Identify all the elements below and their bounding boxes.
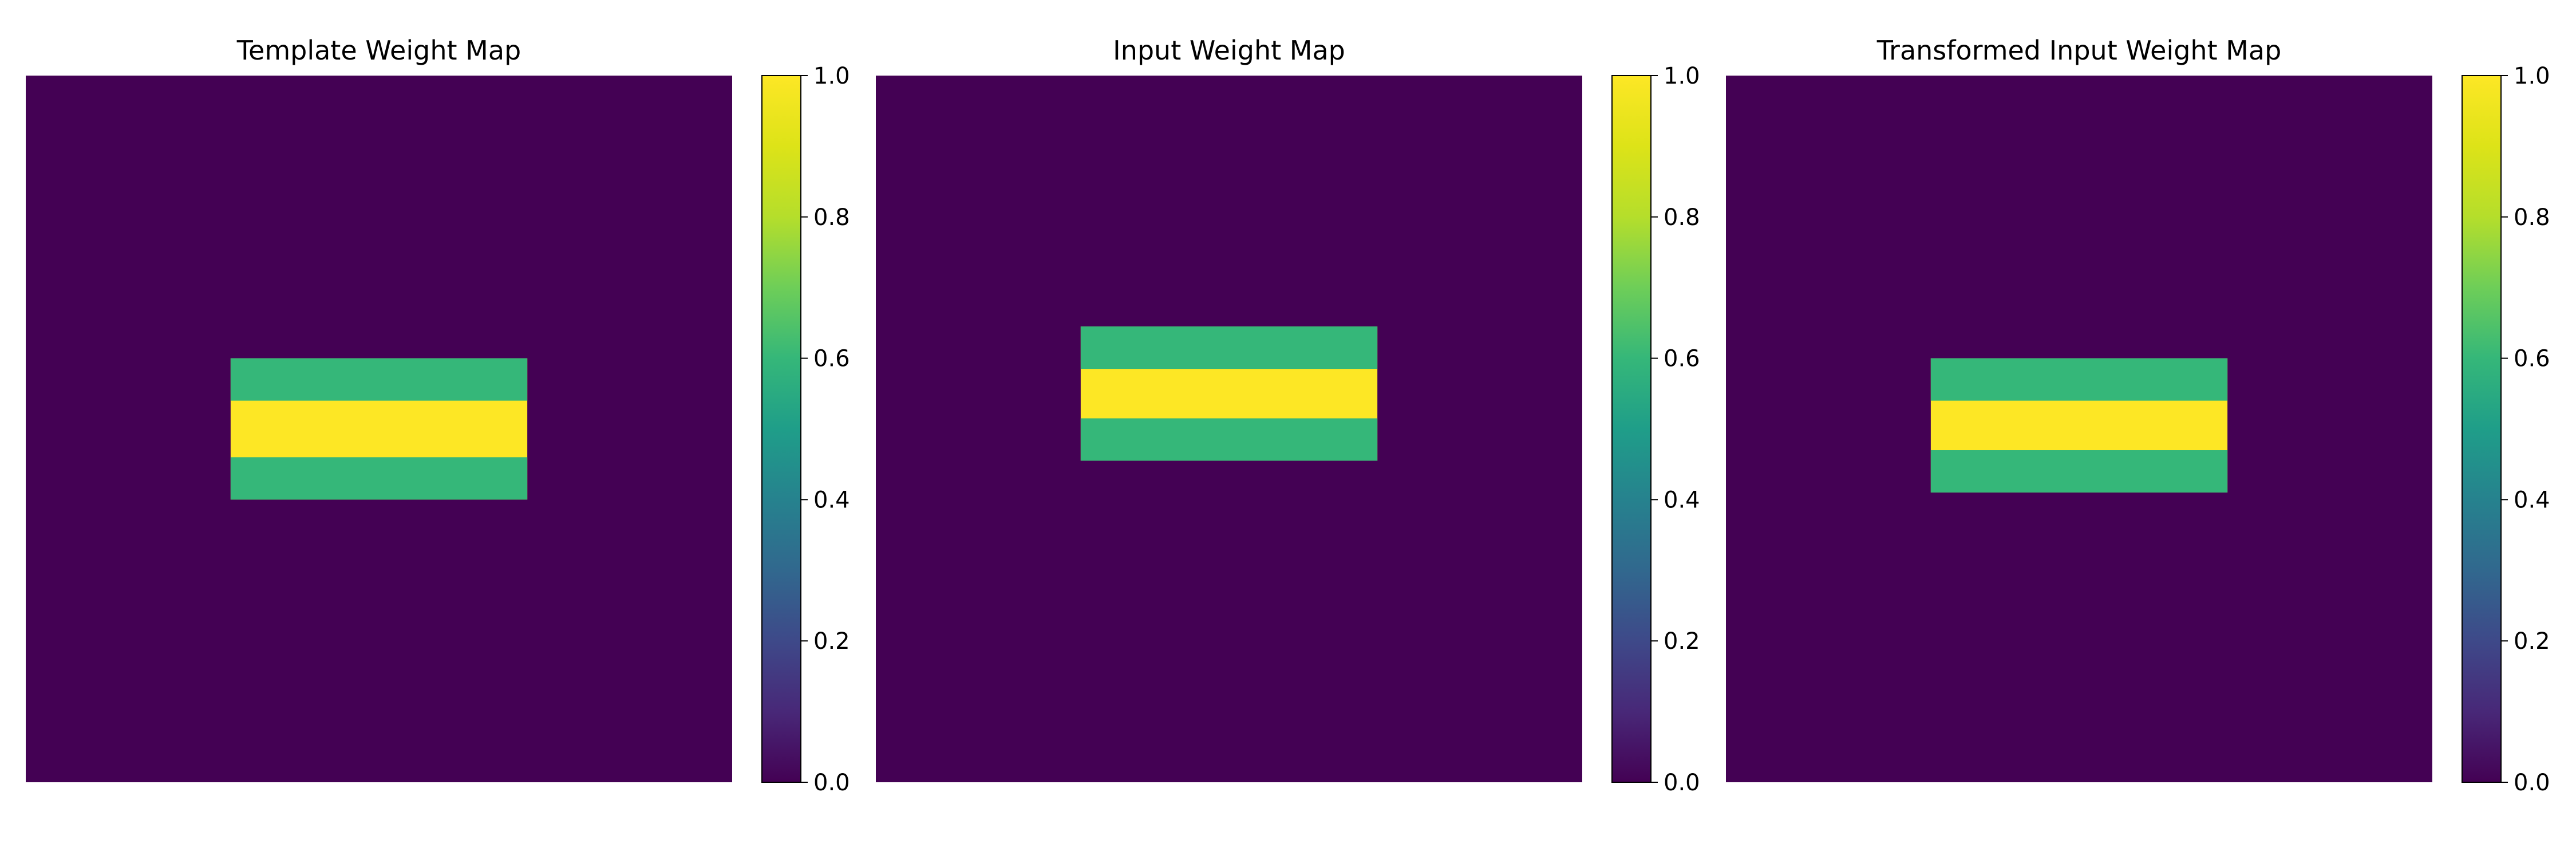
colorbar-tick-label: 0.6 xyxy=(1664,346,1700,372)
heatmap-region-3 xyxy=(1080,418,1378,461)
colorbar-tick-label: 0.0 xyxy=(813,770,850,796)
panel-title: Template Weight Map xyxy=(236,35,521,66)
colorbar-tick-label: 0.2 xyxy=(2514,628,2550,655)
colorbar-tick-label: 0.8 xyxy=(813,204,850,231)
colorbar-tick-label: 0.2 xyxy=(813,628,850,655)
colorbar-tick-label: 0.0 xyxy=(1664,770,1700,796)
colorbar-tick-label: 0.8 xyxy=(1664,204,1700,231)
panel-2: Input Weight Map 0.0 0.2 0.4 0.6 0.8 1.0 xyxy=(876,35,1700,796)
colorbar-tick-label: 1.0 xyxy=(1664,63,1700,89)
colorbar xyxy=(2462,75,2502,783)
panel-1: Template Weight Map 0.0 0.2 0.4 0.6 0.8 1.0 xyxy=(26,35,850,796)
heatmap-region-2 xyxy=(230,358,528,401)
colorbar-tick-label: 0.6 xyxy=(2514,346,2550,372)
heatmap-region-2 xyxy=(1930,358,2228,401)
colorbar-tick-label: 0.2 xyxy=(1664,628,1700,655)
panel-3: Transformed Input Weight Map 0.0 0.2 0.4 0.6… xyxy=(1726,35,2550,796)
heatmap-region-3 xyxy=(230,457,528,500)
colorbar-tick-label: 1.0 xyxy=(2514,63,2550,89)
heatmap-region-2 xyxy=(1080,326,1378,369)
colorbar xyxy=(1611,75,1652,783)
colorbar-tick-label: 0.4 xyxy=(813,487,850,513)
colorbar xyxy=(761,75,801,783)
panel-title: Transformed Input Weight Map xyxy=(1876,35,2282,66)
colorbar-tick-label: 1.0 xyxy=(813,63,850,89)
colorbar-tick-label: 0.6 xyxy=(813,346,850,372)
colorbar-tick-label: 0.0 xyxy=(2514,770,2550,796)
colorbar-tick-label: 0.4 xyxy=(1664,487,1700,513)
colorbar-tick-label: 0.4 xyxy=(2514,487,2550,513)
panel-title: Input Weight Map xyxy=(1113,35,1345,66)
colorbar-tick-label: 0.8 xyxy=(2514,204,2550,231)
heatmap-region-3 xyxy=(1930,450,2228,493)
